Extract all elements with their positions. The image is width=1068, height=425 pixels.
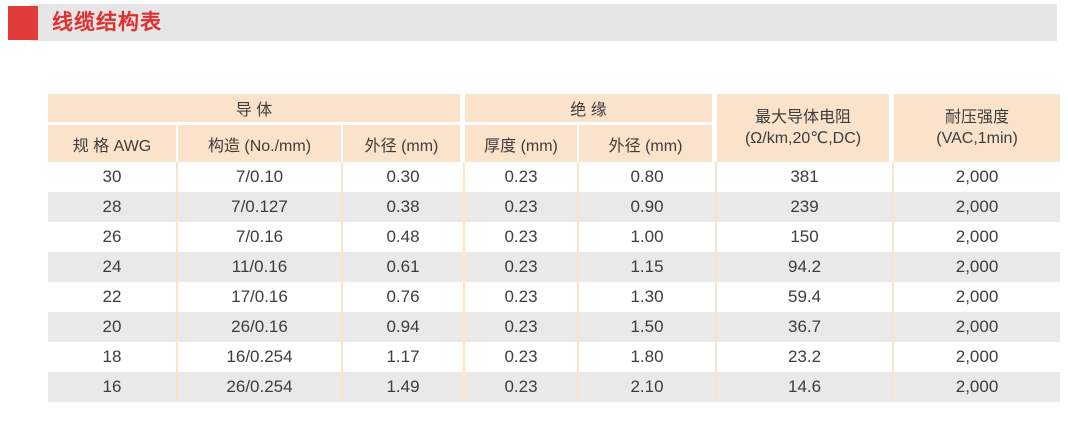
table-cell: 22 [48, 282, 178, 312]
table-cell: 0.23 [465, 162, 580, 192]
header-insulation-od: 外径 (mm) [579, 125, 718, 162]
header-construction: 构造 (No./mm) [178, 125, 343, 162]
table-cell: 1.30 [579, 282, 718, 312]
table-cell: 16/0.254 [178, 342, 343, 372]
table-cell: 0.23 [465, 342, 580, 372]
header-sub-row: 规 格 AWG 构造 (No./mm) 外径 (mm) 厚度 (mm) 外径 (… [48, 125, 1060, 162]
table-cell: 0.23 [465, 222, 580, 252]
table-cell: 0.94 [343, 312, 466, 342]
header-withstand-voltage: 耐压强度 (VAC,1min) [894, 94, 1061, 162]
table-row: 16 26/0.254 1.49 0.23 2.10 14.6 2,000 [48, 372, 1061, 402]
table-cell: 1.17 [343, 342, 466, 372]
table-cell: 36.7 [717, 312, 895, 342]
table-cell: 20 [48, 312, 178, 342]
table-cell: 26/0.16 [178, 312, 343, 342]
header-group-conductor: 导 体 [48, 94, 466, 125]
header-max-resistance: 最大导体电阻 (Ω/km,20℃,DC) [717, 94, 895, 162]
table-cell: 150 [717, 222, 895, 252]
table-cell: 18 [48, 342, 178, 372]
cable-structure-table: 导 体 绝 缘 最大导体电阻 (Ω/km,20℃,DC) 耐压强度 (VAC,1… [48, 94, 1061, 402]
table-row: 22 17/0.16 0.76 0.23 1.30 59.4 2,000 [48, 282, 1061, 312]
header-conductor-od: 外径 (mm) [343, 125, 466, 162]
table-cell: 1.49 [343, 372, 466, 402]
table-cell: 0.23 [465, 282, 580, 312]
section-title: 线缆结构表 [52, 11, 162, 34]
table-row: 20 26/0.16 0.94 0.23 1.50 36.7 2,000 [48, 312, 1061, 342]
header-group-insulation: 绝 缘 [465, 94, 718, 125]
table-cell: 0.23 [465, 312, 580, 342]
table-cell: 59.4 [717, 282, 895, 312]
table-cell: 1.80 [579, 342, 718, 372]
table-cell: 7/0.127 [178, 192, 343, 222]
table-cell: 26 [48, 222, 178, 252]
table-cell: 30 [48, 162, 178, 192]
table-cell: 24 [48, 252, 178, 282]
table-row: 18 16/0.254 1.17 0.23 1.80 23.2 2,000 [48, 342, 1061, 372]
table-cell: 94.2 [717, 252, 895, 282]
table-cell: 0.23 [465, 252, 580, 282]
table-cell: 7/0.10 [178, 162, 343, 192]
table-cell: 2,000 [955, 377, 999, 396]
table-cell: 0.76 [343, 282, 466, 312]
header-awg: 规 格 AWG [48, 125, 178, 162]
table-row: 24 11/0.16 0.61 0.23 1.15 94.2 2,000 [48, 252, 1061, 282]
table-row: 26 7/0.16 0.48 0.23 1.00 150 2,000 [48, 222, 1061, 252]
table-cell: 2,000 [955, 227, 999, 246]
table-cell: 2,000 [955, 197, 999, 216]
table-cell: 1.15 [579, 252, 718, 282]
section-title-bar [30, 4, 1057, 41]
table-cell: 26/0.254 [178, 372, 343, 402]
table-cell: 0.90 [579, 192, 718, 222]
table-cell: 2.10 [579, 372, 718, 402]
table-cell: 0.23 [465, 192, 580, 222]
table-cell: 381 [717, 162, 895, 192]
table-cell: 0.23 [465, 372, 580, 402]
table-cell: 1.50 [579, 312, 718, 342]
header-insulation-thickness: 厚度 (mm) [465, 125, 580, 162]
table-cell: 23.2 [717, 342, 895, 372]
table-cell: 0.38 [343, 192, 466, 222]
table-cell: 17/0.16 [178, 282, 343, 312]
table-cell: 0.80 [579, 162, 718, 192]
table-cell: 0.61 [343, 252, 466, 282]
table-cell: 239 [717, 192, 895, 222]
table-cell: 7/0.16 [178, 222, 343, 252]
table-cell: 0.30 [343, 162, 466, 192]
table-cell: 2,000 [955, 317, 999, 336]
table-cell: 11/0.16 [178, 252, 343, 282]
table-cell: 2,000 [955, 257, 999, 276]
table-header: 导 体 绝 缘 最大导体电阻 (Ω/km,20℃,DC) 耐压强度 (VAC,1… [48, 94, 1061, 162]
table-cell: 1.00 [579, 222, 718, 252]
table-cell: 2,000 [955, 287, 999, 306]
table-row: 28 7/0.127 0.38 0.23 0.90 239 2,000 [48, 192, 1061, 222]
table-cell: 14.6 [717, 372, 895, 402]
header-group-row: 导 体 绝 缘 最大导体电阻 (Ω/km,20℃,DC) 耐压强度 (VAC,1… [48, 94, 1061, 162]
red-square-icon [8, 6, 38, 40]
table-row: 30 7/0.10 0.30 0.23 0.80 381 2,000 [48, 162, 1061, 192]
table-cell: 0.48 [343, 222, 466, 252]
table-cell: 2,000 [955, 167, 999, 186]
table-cell: 2,000 [955, 347, 999, 366]
table-cell: 28 [48, 192, 178, 222]
table-body: 30 7/0.10 0.30 0.23 0.80 381 2,000 28 7/0.127 0.3… [48, 162, 1061, 402]
table-cell: 16 [48, 372, 178, 402]
